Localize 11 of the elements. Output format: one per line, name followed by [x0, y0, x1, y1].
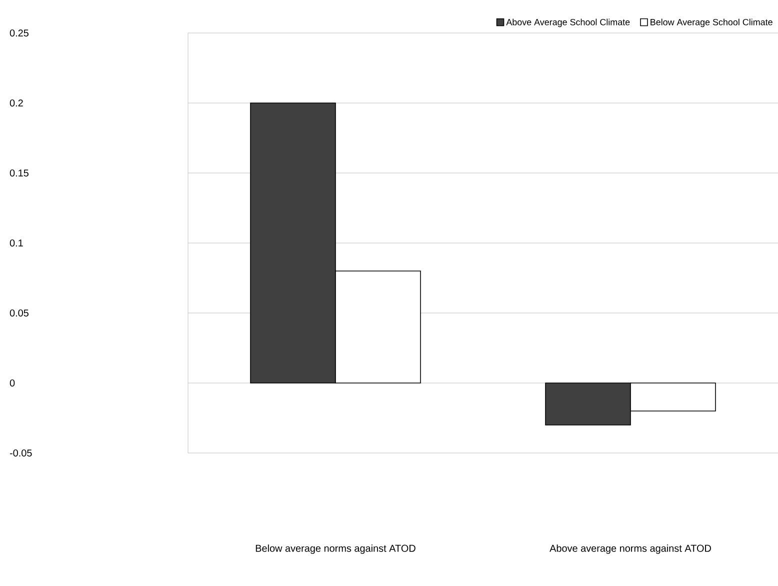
y-tick-label: 0.25 — [10, 29, 28, 37]
y-tick-label: 0.05 — [10, 309, 28, 317]
legend-label: Above Average School Climate — [506, 18, 630, 28]
y-tick-label: 0.15 — [10, 169, 28, 177]
x-tick-label: Above average norms against ATOD — [550, 544, 711, 554]
y-tick-label: -0.05 — [10, 449, 32, 457]
y-tick-label: 0.1 — [10, 239, 23, 247]
legend-label: Below Average School Climate — [650, 18, 772, 28]
x-tick-label: Below average norms against ATOD — [256, 544, 416, 554]
y-tick-label: 0.2 — [10, 99, 23, 107]
y-tick-label: 0 — [10, 379, 15, 387]
